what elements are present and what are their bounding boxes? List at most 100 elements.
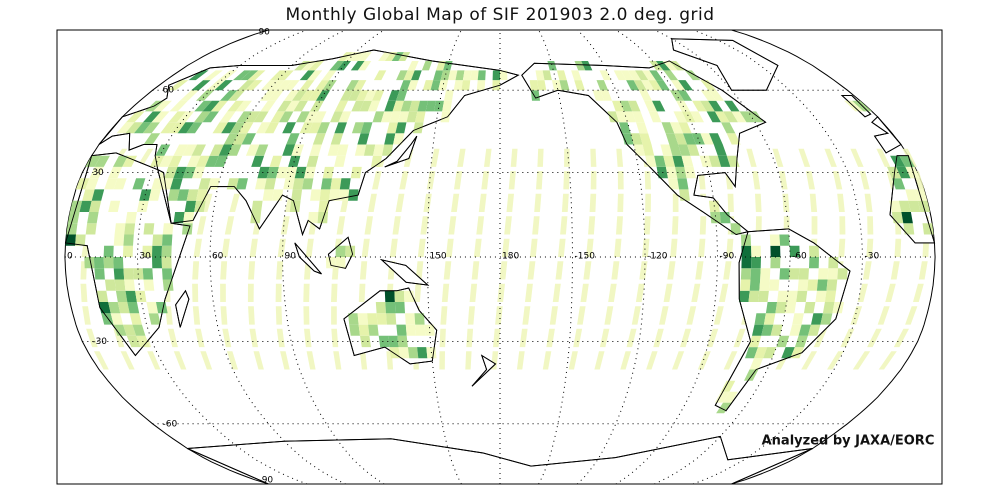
sif-cell: [681, 155, 694, 167]
swath-segment: [439, 328, 446, 348]
sif-cell: [394, 302, 405, 314]
swath-segment: [646, 351, 658, 370]
sif-cell: [308, 61, 324, 71]
sif-cell: [744, 369, 759, 381]
sif-cell: [901, 212, 913, 224]
sif-cell: [628, 100, 641, 112]
sif-cell: [620, 70, 634, 81]
swath-segment: [893, 328, 909, 348]
sif-cell: [642, 70, 656, 81]
sif-cell: [177, 189, 189, 201]
swath-segment: [755, 216, 762, 235]
sif-cell: [168, 80, 189, 91]
sif-cell: [708, 155, 722, 167]
sif-cell: [492, 70, 500, 81]
sif-cell: [789, 245, 800, 257]
sif-cell: [317, 122, 330, 134]
sif-cell: [672, 155, 685, 167]
lon-label: -60: [792, 252, 807, 262]
sif-cell: [124, 223, 136, 235]
sif-cell: [367, 313, 378, 325]
swath-segment: [423, 193, 432, 212]
sif-cell: [789, 268, 800, 280]
sif-cell: [761, 324, 774, 336]
swath-segment: [589, 193, 597, 212]
sif-cell: [754, 347, 768, 359]
sif-cell: [807, 279, 818, 291]
swath-segment: [537, 148, 544, 167]
sif-cell: [655, 80, 670, 91]
sif-cell: [315, 90, 331, 101]
sif-cell: [809, 257, 819, 269]
sif-cell: [162, 223, 174, 235]
swath-segment: [113, 328, 125, 348]
sif-cell: [206, 80, 226, 91]
sif-cell: [630, 133, 643, 145]
sif-cell: [162, 268, 173, 280]
sif-cell: [700, 100, 715, 112]
sif-cell: [444, 90, 454, 101]
coastline-edge: [471, 354, 497, 387]
sif-cell: [820, 313, 833, 325]
sif-cell: [103, 245, 114, 257]
sif-cell: [117, 302, 130, 314]
sif-cell: [264, 122, 279, 134]
sif-cell: [530, 90, 540, 101]
sif-cell: [152, 257, 162, 269]
sif-cell: [896, 166, 911, 179]
sif-cell: [798, 268, 809, 280]
swath-segment: [772, 148, 784, 167]
swath-segment: [336, 216, 346, 235]
swath-segment: [617, 193, 624, 212]
lon-label: 180: [502, 252, 519, 262]
sif-cell: [740, 268, 752, 280]
coastline-edge: [175, 289, 190, 328]
swath-segment: [358, 283, 366, 302]
meridian: [654, 29, 791, 485]
swath-segment: [824, 148, 837, 167]
swath-segment: [558, 238, 566, 257]
sif-cell: [329, 61, 345, 71]
sif-cell: [556, 70, 567, 81]
swath-segment: [192, 261, 200, 280]
sif-cell: [351, 122, 364, 134]
swath-segment: [542, 351, 552, 370]
sif-cell: [574, 61, 586, 71]
swath-segment: [733, 328, 746, 348]
sif-cell: [319, 189, 331, 201]
sif-cell: [326, 257, 336, 269]
sif-cell: [663, 70, 679, 81]
meridian: [209, 29, 346, 485]
swath-segment: [454, 171, 463, 190]
sif-cell: [89, 200, 102, 212]
sif-cell: [264, 178, 276, 190]
sif-cell: [660, 144, 673, 156]
sif-cell: [360, 122, 373, 134]
swath-segment: [878, 351, 897, 370]
swath-segment: [594, 351, 605, 370]
sif-cell: [345, 80, 359, 91]
sif-cell: [687, 144, 700, 156]
sif-cell: [378, 335, 390, 348]
swath-segment: [867, 328, 882, 348]
sif-cell: [202, 100, 220, 112]
sif-cell: [143, 111, 162, 123]
sif-cell: [656, 166, 668, 179]
sif-cell: [335, 245, 346, 257]
sif-cell: [308, 122, 322, 134]
sif-cell: [285, 166, 298, 179]
swath-segment: [890, 261, 900, 280]
sif-cell: [334, 155, 346, 167]
sif-cell: [716, 402, 732, 414]
sif-cell: [291, 90, 307, 101]
sif-cell: [433, 100, 444, 112]
coastline-edge: [380, 258, 430, 286]
lon-label: 0: [67, 252, 73, 262]
swath-segment: [549, 306, 558, 325]
sif-cell: [203, 70, 223, 81]
sif-cell: [191, 80, 211, 91]
sif-cell: [708, 100, 724, 112]
sif-cell: [143, 279, 155, 291]
sif-cell: [113, 268, 125, 280]
swath-segment: [331, 306, 337, 325]
